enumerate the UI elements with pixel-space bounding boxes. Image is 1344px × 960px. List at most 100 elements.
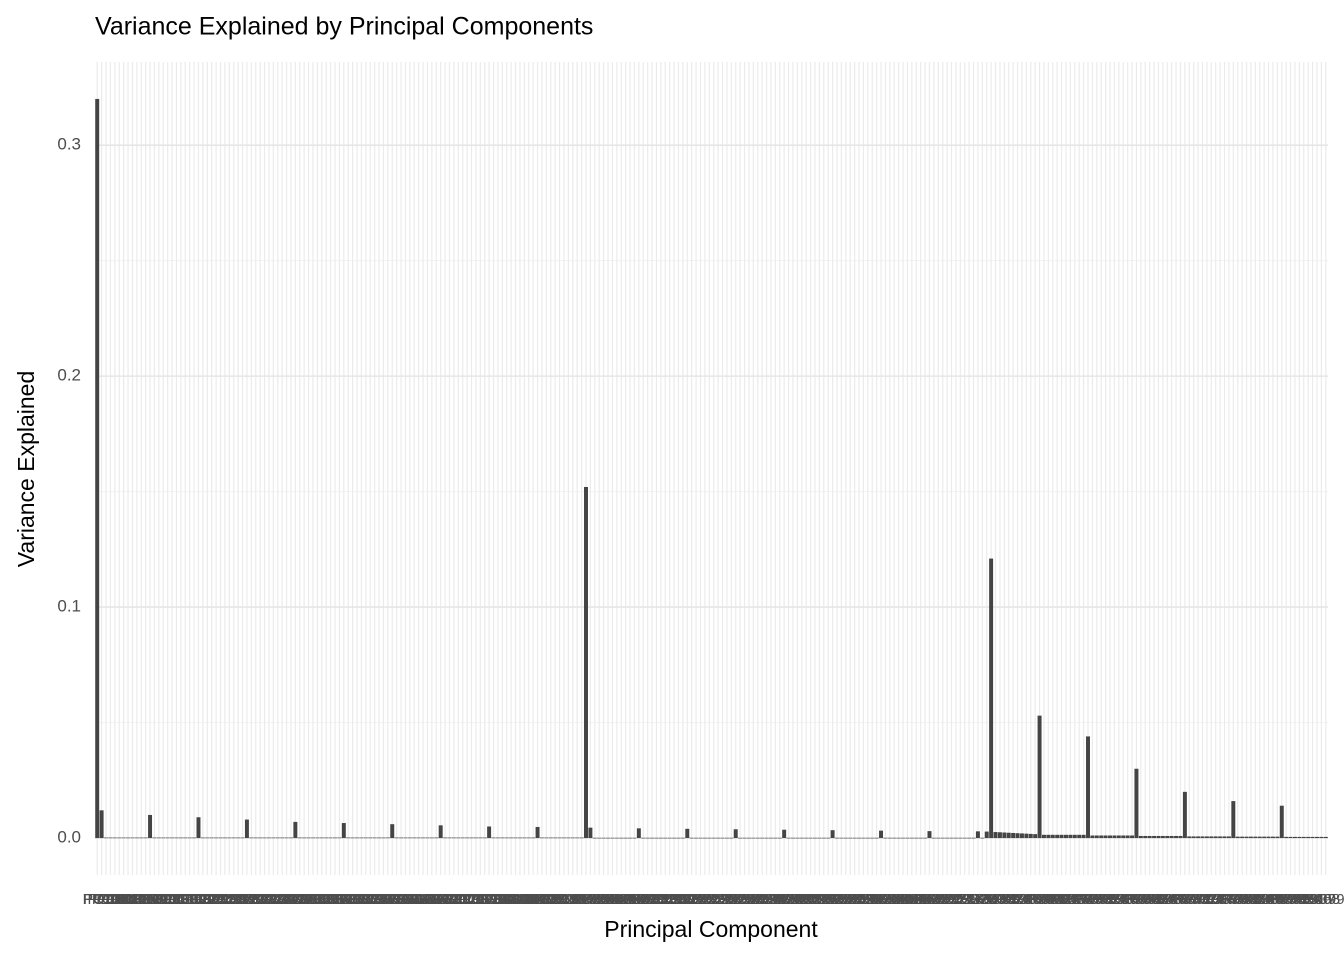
x-tick-label: PC58	[1109, 891, 1147, 908]
x-tick-label: PC97	[1298, 891, 1336, 908]
bar	[949, 837, 954, 839]
x-tick-label: PC80	[1219, 891, 1257, 908]
x-tick-label: PC221	[673, 891, 719, 908]
bar	[861, 837, 866, 839]
x-tick-label: PC201	[576, 891, 622, 908]
x-tick-label: PC115	[154, 891, 199, 908]
bar	[905, 837, 910, 839]
x-tick-label: PC207	[603, 891, 649, 908]
bar	[830, 830, 835, 839]
x-tick-label: PC118	[167, 891, 212, 908]
bar	[297, 837, 302, 839]
x-tick-label: PC56	[1100, 891, 1138, 908]
bar	[1086, 736, 1090, 839]
x-tick-label: PC28	[959, 891, 997, 908]
x-tick-label: PC265	[885, 891, 931, 908]
x-tick-label: PC81	[1223, 891, 1261, 908]
x-tick-label: PC156	[352, 891, 398, 908]
bar	[1231, 801, 1236, 839]
bar	[892, 837, 897, 839]
x-tick-label: PC54	[1091, 891, 1129, 908]
bar	[1288, 836, 1293, 839]
x-tick-label: PC82	[1228, 891, 1266, 908]
x-tick-label: PC23	[717, 891, 755, 908]
bar	[244, 819, 249, 839]
x-tick-label: PC93	[1281, 891, 1319, 908]
bar	[249, 837, 254, 839]
x-tick-label: PC59	[1113, 891, 1151, 908]
bar	[438, 825, 443, 839]
x-tick-label: PC19	[519, 891, 557, 908]
x-tick-label: PC45	[1047, 891, 1085, 908]
bar	[1209, 836, 1214, 839]
x-tick-label: PC185	[493, 891, 539, 908]
x-tick-label: PC114	[150, 891, 195, 908]
x-tick-label: PC280	[959, 891, 1005, 908]
x-tick-label: PC15	[325, 891, 363, 908]
x-tick-label: PC189	[510, 891, 556, 908]
x-tick-label: PC71	[1175, 891, 1213, 908]
x-tick-label: PC113	[145, 891, 190, 908]
bar	[874, 837, 879, 839]
bar	[465, 837, 470, 839]
bar	[993, 832, 998, 839]
x-tick-label: PC226	[695, 891, 741, 908]
x-tick-label: PC64	[1140, 891, 1178, 908]
bar	[262, 837, 267, 839]
bar	[328, 837, 333, 839]
x-tick-label: PC16	[373, 891, 411, 908]
x-tick-label: PC25	[814, 891, 852, 908]
bar	[746, 837, 751, 839]
x-tick-label: PC6	[1122, 891, 1151, 908]
bar	[1103, 835, 1108, 839]
bar	[218, 837, 223, 839]
x-tick-label: PC261	[867, 891, 913, 908]
bar	[1112, 835, 1117, 839]
x-tick-label: PC146	[303, 891, 349, 908]
x-tick-label: PC69	[1162, 891, 1200, 908]
x-tick-label: PC87	[1250, 891, 1288, 908]
bar	[764, 837, 769, 839]
x-tick-label: PC119	[172, 891, 217, 908]
x-tick-label: PC258	[849, 891, 895, 908]
bar	[531, 837, 536, 839]
bar	[1310, 836, 1315, 839]
bar	[945, 837, 950, 839]
bar	[962, 837, 967, 839]
x-tick-label: PC248	[801, 891, 847, 908]
bar	[152, 837, 157, 839]
x-tick-label: PC43	[1038, 891, 1076, 908]
bar	[319, 837, 324, 839]
x-tick-label: PC193	[532, 891, 578, 908]
x-tick-label: PC70	[1171, 891, 1209, 908]
x-tick-label: PC157	[356, 891, 402, 908]
x-tick-label: PC200	[572, 891, 618, 908]
x-tick-label: PC184	[488, 891, 534, 908]
x-tick-label: PC162	[383, 891, 429, 908]
x-tick-label: PC263	[876, 891, 922, 908]
bar	[513, 837, 518, 839]
bar	[1240, 836, 1245, 839]
x-tick-label: PC96	[1294, 891, 1332, 908]
x-tick-label: PC224	[686, 891, 732, 908]
bar	[971, 837, 976, 839]
x-tick-label: PC34	[994, 891, 1032, 908]
x-tick-label: PC211	[625, 891, 670, 908]
x-tick-label: PC103	[96, 891, 142, 908]
bar	[632, 837, 637, 839]
bar	[121, 837, 126, 839]
x-tick-label: PC13	[228, 891, 266, 908]
bar	[1222, 836, 1227, 839]
x-tick-label: PC124	[198, 891, 244, 908]
bar	[733, 829, 738, 839]
bar	[306, 837, 311, 839]
bar	[346, 837, 351, 839]
x-tick-label: PC14	[277, 891, 315, 908]
x-tick-label: PC276	[937, 891, 983, 908]
bar	[896, 837, 901, 839]
x-tick-label: PC171	[427, 891, 473, 908]
bar	[984, 831, 989, 839]
x-tick-label: PC7	[1170, 891, 1199, 908]
x-tick-label: PC26	[862, 891, 900, 908]
bar	[936, 837, 941, 839]
